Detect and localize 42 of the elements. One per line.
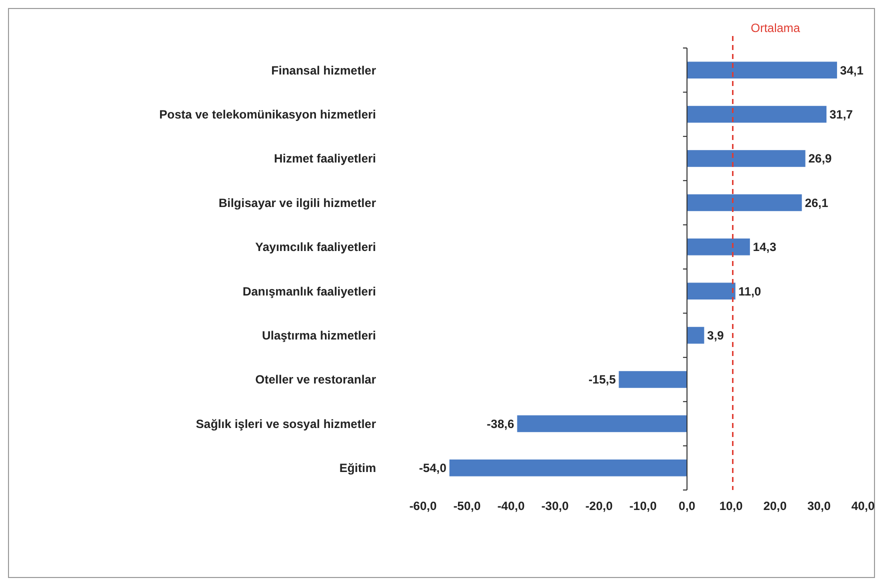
data-label: -15,5	[588, 372, 616, 387]
bar	[687, 150, 806, 167]
y-tick-label: Sağlık işleri ve sosyal hizmetler	[196, 416, 376, 431]
x-tick-label: -50,0	[453, 499, 481, 513]
x-tick-label: 30,0	[807, 499, 831, 513]
data-label: -54,0	[419, 461, 447, 476]
data-label: 14,3	[752, 240, 777, 254]
x-tick-label: 40,0	[851, 499, 875, 513]
y-tick-label: Danışmanlık faaliyetleri	[242, 284, 376, 298]
x-tick-label: 10,0	[719, 499, 743, 513]
x-tick-label: -40,0	[497, 499, 525, 513]
bar	[687, 238, 750, 256]
data-label: 26,1	[804, 196, 829, 210]
ref-line-label: Ortalama	[750, 21, 800, 35]
bar	[687, 62, 838, 78]
bar	[449, 460, 687, 476]
bar	[517, 415, 687, 432]
x-tick-label: 0,0	[678, 499, 696, 513]
data-label: 3,9	[707, 328, 724, 342]
x-tick-label: -10,0	[629, 499, 657, 513]
x-tick-label: -60,0	[409, 499, 437, 513]
data-label: 34,1	[840, 63, 864, 78]
bar	[687, 282, 736, 300]
y-tick-label: Eğitim	[339, 461, 376, 476]
data-label: -38,6	[486, 416, 514, 431]
x-tick-label: -20,0	[585, 499, 613, 513]
bar	[687, 194, 802, 212]
y-tick-label: Posta ve telekomünikasyon hizmetleri	[159, 108, 376, 122]
y-tick-label: Hizmet faaliyetleri	[274, 152, 376, 166]
data-label: 26,9	[808, 152, 832, 166]
y-tick-label: Finansal hizmetler	[271, 63, 376, 78]
bar	[618, 371, 687, 388]
x-tick-label: -30,0	[541, 499, 569, 513]
data-label: 31,7	[829, 108, 854, 122]
x-tick-label: 20,0	[763, 499, 787, 513]
y-tick-label: Ulaştırma hizmetleri	[262, 328, 376, 342]
bar	[687, 106, 826, 123]
y-tick-label: Oteller ve restoranlar	[255, 372, 376, 387]
y-tick-label: Yayımcılık faaliyetleri	[255, 240, 376, 254]
y-tick-label: Bilgisayar ve ilgili hizmetler	[218, 196, 376, 210]
bar	[687, 326, 704, 344]
data-label: 11,0	[738, 284, 762, 298]
